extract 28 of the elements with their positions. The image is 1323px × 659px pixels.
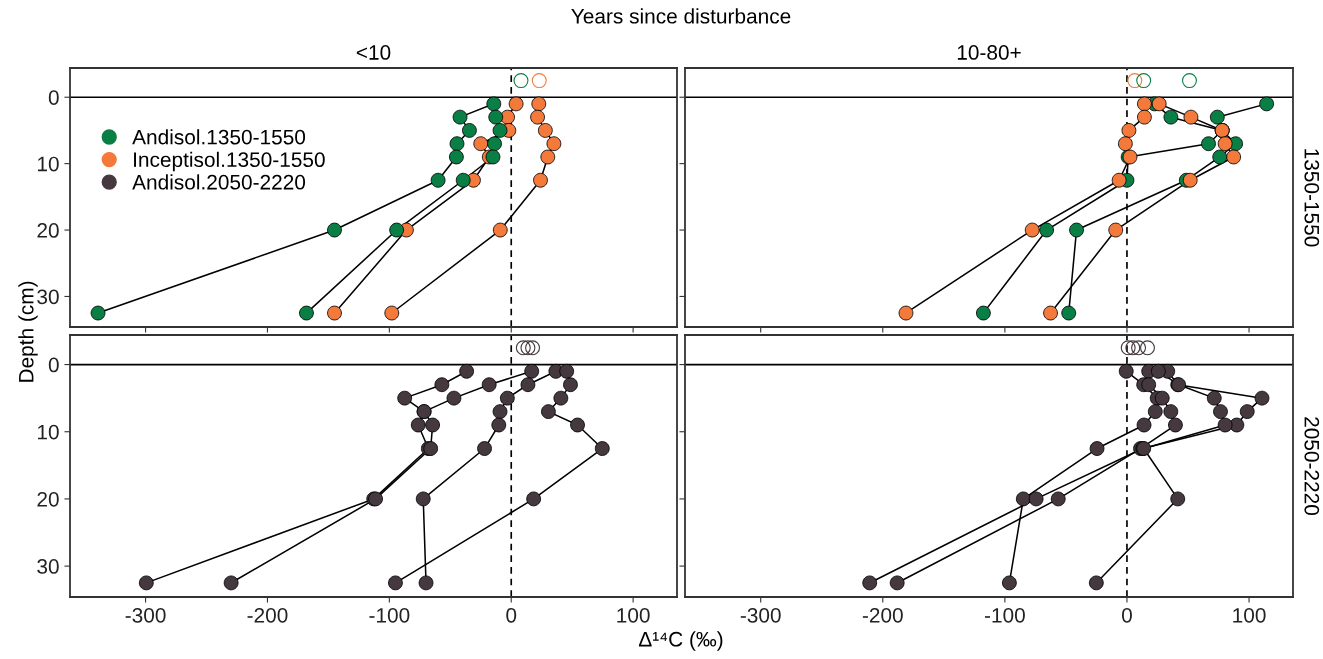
y-tick-label: 0 xyxy=(48,357,59,373)
x-tick-label: -300 xyxy=(125,607,166,623)
y-tick-label: 0 xyxy=(48,90,59,105)
x-tick-label: 100 xyxy=(1233,607,1266,623)
x-tick-label: 0 xyxy=(1121,607,1132,623)
x-axis-title: Δ¹⁴C (‰) xyxy=(638,631,723,651)
y-tick-label: 10 xyxy=(38,424,59,440)
x-tick-label: -100 xyxy=(369,607,410,623)
y2-axis-title: 1350-1550 xyxy=(1304,149,1320,247)
x-tick-label: 0 xyxy=(506,607,517,623)
y-tick-label: 30 xyxy=(37,289,59,305)
x-tick-label: -200 xyxy=(862,607,903,623)
y-axis-title: Depth (cm) xyxy=(18,281,38,382)
x-tick-label: -100 xyxy=(984,607,1025,623)
x-tick-label: 100 xyxy=(617,607,650,623)
y-tick-label: 20 xyxy=(37,491,59,507)
x-tick-label: -300 xyxy=(740,607,781,623)
y-tick-label: 30 xyxy=(37,559,59,574)
text: Years since disturbance xyxy=(571,8,791,24)
y-tick-label: 10 xyxy=(38,156,59,172)
chart-title: <10 xyxy=(356,45,391,60)
x-tick-label: -200 xyxy=(247,607,288,623)
legend-label: Inceptisol.1350-1550 xyxy=(134,151,325,172)
legend-label: Andisol.1350-1550 xyxy=(132,129,306,145)
y-tick-label: 20 xyxy=(37,223,59,238)
legend-label: Andisol.2050-2220 xyxy=(132,174,306,190)
y2-axis-title: 2050-2220 xyxy=(1304,417,1320,516)
chart-title: 10-80+ xyxy=(957,45,1021,60)
